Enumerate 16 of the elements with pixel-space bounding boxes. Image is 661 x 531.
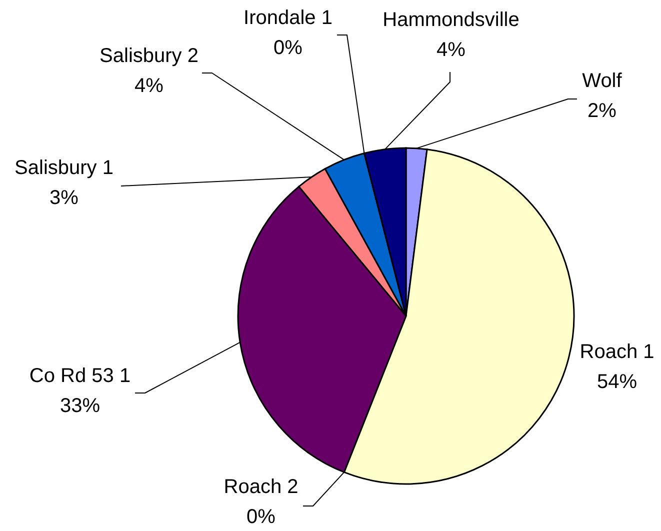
data-label: 54% — [596, 371, 638, 393]
slice-label: Hammondsville — [382, 9, 520, 31]
slice-label: Salisbury 2 — [100, 45, 198, 67]
slice-label: Salisbury 1 — [14, 157, 114, 179]
data-label: 4% — [436, 39, 466, 61]
legend-label: Roach 2 — [224, 476, 298, 498]
text: 0% — [246, 506, 276, 528]
text: 0% — [274, 37, 302, 59]
data-label: 3% — [50, 187, 79, 209]
category-label: Irondale 1 — [244, 7, 332, 29]
data-label: 4% — [134, 75, 164, 97]
slice-label: Roach 1 — [580, 341, 654, 363]
data-label: 33% — [60, 395, 100, 417]
data-label: 2% — [588, 100, 617, 122]
slice-label: Wolf — [582, 70, 622, 92]
slice-label: Co Rd 53 1 — [29, 365, 131, 387]
